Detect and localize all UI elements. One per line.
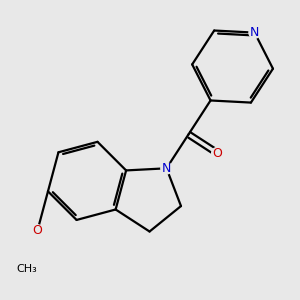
- Circle shape: [18, 261, 36, 278]
- Circle shape: [32, 225, 43, 236]
- Text: CH₃: CH₃: [17, 265, 38, 275]
- Text: N: N: [250, 26, 259, 39]
- Circle shape: [212, 147, 223, 159]
- Text: N: N: [162, 162, 171, 175]
- Text: O: O: [212, 147, 222, 160]
- Circle shape: [161, 163, 172, 174]
- Text: O: O: [33, 224, 42, 237]
- Circle shape: [249, 27, 260, 38]
